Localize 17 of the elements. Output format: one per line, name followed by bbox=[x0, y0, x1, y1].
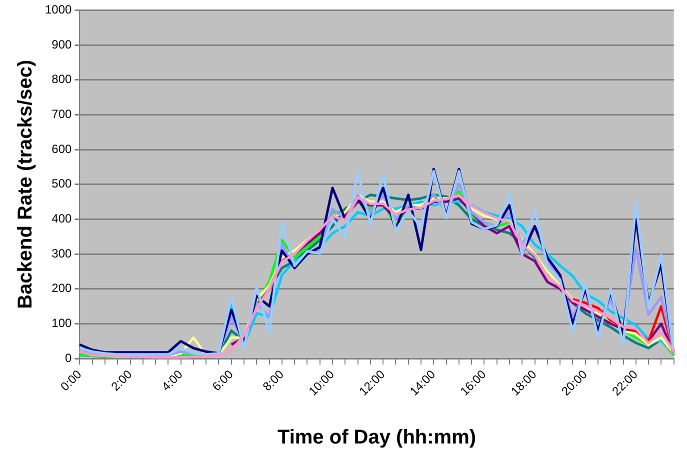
x-axis-title: Time of Day (hh:mm) bbox=[277, 426, 476, 449]
y-tick-label: 800 bbox=[52, 72, 72, 86]
y-tick-label: 0 bbox=[65, 350, 72, 365]
y-tick-label: 400 bbox=[52, 212, 72, 226]
y-tick-label: 600 bbox=[52, 142, 72, 156]
y-axis-title: Backend Rate (tracks/sec) bbox=[14, 60, 37, 309]
y-tick-label: 100 bbox=[52, 316, 72, 330]
y-tick-label: 500 bbox=[52, 176, 72, 191]
x-tick-label: 8:00 bbox=[260, 367, 287, 394]
y-tick-label: 900 bbox=[52, 37, 72, 52]
y-tick-label: 200 bbox=[52, 281, 72, 296]
x-tick-label: 0:00 bbox=[58, 367, 84, 394]
x-tick-label: 6:00 bbox=[209, 367, 236, 394]
y-tick-label: 1000 bbox=[44, 2, 72, 17]
x-tick-label: 4:00 bbox=[158, 367, 186, 394]
y-tick-label: 300 bbox=[52, 246, 72, 260]
y-tick-label: 700 bbox=[52, 107, 72, 122]
